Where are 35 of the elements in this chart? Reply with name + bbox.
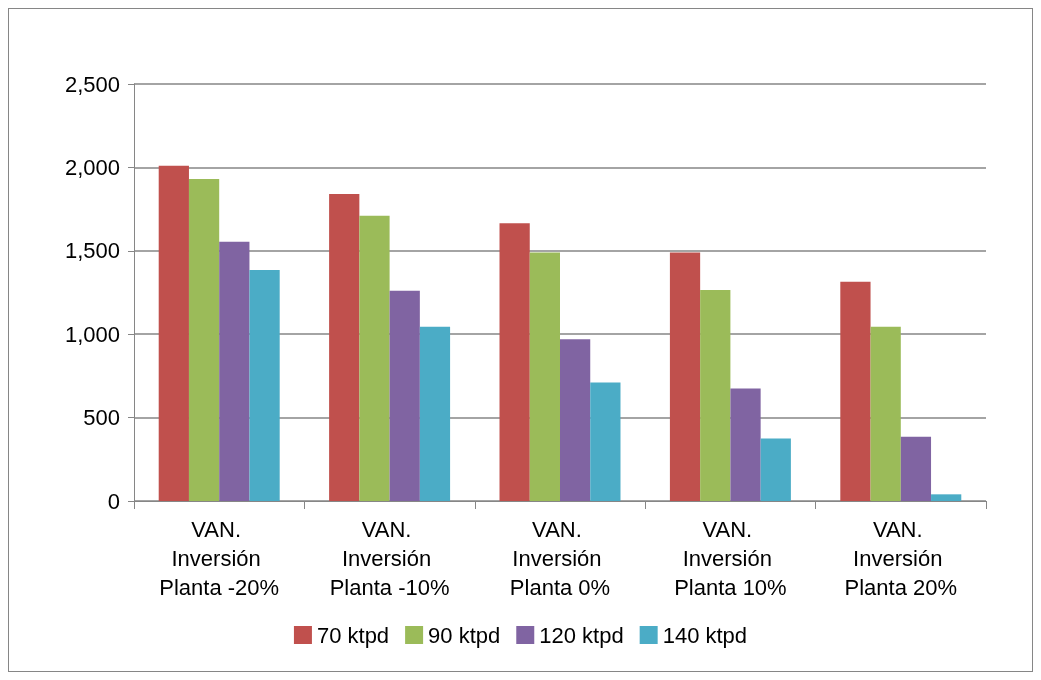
legend-label: 120 ktpd [539, 622, 624, 648]
bar [419, 326, 451, 501]
bar [669, 252, 701, 501]
legend-label: 90 ktpd [428, 622, 501, 648]
bar [560, 339, 591, 501]
bar [499, 223, 530, 501]
bar [249, 269, 280, 501]
x-tick-label: VAN. Inversión Planta 10% [674, 517, 787, 600]
legend-label: 140 ktpd [662, 622, 748, 648]
bar [188, 179, 220, 501]
x-tick-label: VAN. Inversión Planta -20% [159, 517, 280, 600]
y-tick-label: 2,000 [64, 154, 120, 180]
bar [359, 215, 390, 501]
y-tick-label: 500 [83, 405, 120, 431]
y-tick-label: 1,000 [64, 321, 120, 347]
bar [931, 494, 962, 501]
bar [529, 252, 560, 501]
y-tick-label: 1,500 [64, 238, 120, 264]
x-tick-label: VAN. Inversión Planta 20% [844, 517, 958, 600]
bar [900, 436, 932, 501]
x-tick-label: VAN. Inversión Planta -10% [329, 517, 450, 600]
bar [840, 281, 871, 501]
y-tick-label: 0 [107, 488, 120, 514]
bar [590, 382, 621, 501]
x-tick-label: VAN. Inversión Planta 0% [509, 517, 611, 600]
bar [870, 326, 901, 501]
bar [329, 194, 360, 501]
bar [219, 241, 250, 501]
legend-label: 70 ktpd [316, 622, 390, 648]
bar [700, 290, 731, 501]
bar [730, 388, 761, 501]
bar [158, 165, 189, 501]
y-tick-label: 2,500 [64, 71, 120, 97]
bar [760, 438, 791, 501]
bar [389, 290, 420, 501]
